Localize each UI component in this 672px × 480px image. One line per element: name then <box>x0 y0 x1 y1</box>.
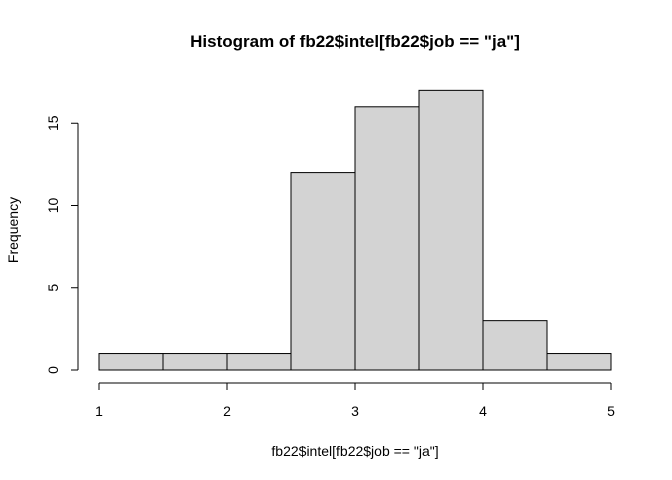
y-tick-label-0: 0 <box>45 366 61 374</box>
x-tick-label-1: 1 <box>95 403 103 419</box>
histogram-bar-4 <box>290 172 356 371</box>
x-tick-label-4: 4 <box>479 403 487 419</box>
histogram-bar-7 <box>482 320 548 371</box>
chart-title: Histogram of fb22$intel[fb22$job == "ja"… <box>190 32 520 51</box>
bars-group <box>98 89 612 371</box>
y-axis-label: Frequency <box>5 197 21 263</box>
y-tick-label-5: 5 <box>45 284 61 292</box>
histogram-bar-2 <box>162 353 228 371</box>
x-tick-label-5: 5 <box>607 403 615 419</box>
x-tick-label-3: 3 <box>351 403 359 419</box>
histogram-bar-6 <box>418 89 484 371</box>
histogram-bar-1 <box>98 353 164 371</box>
x-tick-label-2: 2 <box>223 403 231 419</box>
histogram-bar-8 <box>546 353 612 371</box>
y-axis: 0 5 10 15 <box>45 115 79 374</box>
x-axis: 1 2 3 4 5 <box>95 382 615 419</box>
histogram-bar-5 <box>354 106 420 371</box>
x-axis-label: fb22$intel[fb22$job == "ja"] <box>271 443 438 459</box>
y-tick-label-10: 10 <box>45 198 61 214</box>
histogram-bar-3 <box>226 353 292 371</box>
y-tick-label-15: 15 <box>45 115 61 131</box>
